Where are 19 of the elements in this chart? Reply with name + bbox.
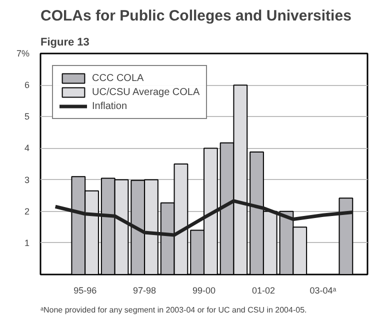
legend-label: Inflation: [92, 100, 128, 112]
y-tick-label: 6: [24, 80, 30, 90]
y-tick-label: 3: [24, 174, 30, 185]
x-tick-label: 99-00: [192, 286, 216, 296]
text: ᵃNone provided for any segment in 2003-04 or for UC and CSU in 2004-05.: [40, 306, 307, 314]
x-tick-label: 01-02: [252, 286, 275, 296]
chart-subtitle: Figure 13: [40, 36, 90, 48]
y-tick-label: 7%: [16, 48, 30, 58]
y-tick-label: 2: [24, 206, 30, 216]
x-tick-label: 03-04ᵃ: [310, 286, 337, 296]
chart-title: COLAs for Public Colleges and Universities: [40, 8, 352, 24]
x-tick-label: 95-96: [74, 286, 97, 296]
y-tick-label: 1: [24, 238, 30, 248]
legend-label: UC/CSU Average COLA: [92, 86, 200, 98]
y-tick-label: 5: [24, 112, 30, 122]
line-series: [54, 199, 354, 237]
x-tick-label: 97-98: [133, 286, 156, 296]
y-tick-label: 4: [24, 143, 30, 154]
legend-label: CCC COLA: [92, 72, 144, 84]
